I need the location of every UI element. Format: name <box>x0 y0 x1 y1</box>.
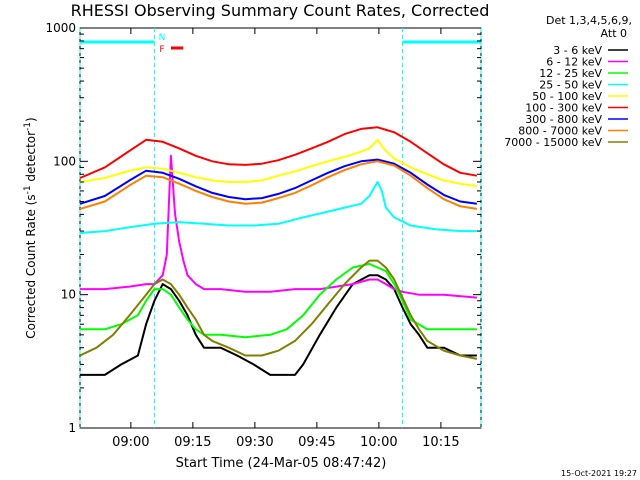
legend-label-50-100-kev: 50 - 100 keV <box>532 90 602 103</box>
series-line-300-800-kev <box>79 158 478 205</box>
legend-label-300-800-kev: 300 - 800 keV <box>525 113 602 126</box>
y-tick-label: 1 <box>68 421 76 435</box>
x-tick-label: 10:00 <box>360 435 397 450</box>
y-tick-label: 100 <box>53 154 76 168</box>
legend-header-line-1: Det 1,3,4,5,6,9, <box>546 14 632 27</box>
series-line-12-25-kev <box>80 262 477 339</box>
y-axis-label: Corrected Count Rate (s-1 detector-1) <box>23 117 38 338</box>
x-axis-label: Start Time (24-Mar-05 08:47:42) <box>176 456 387 471</box>
y-axis-label-main: Corrected Count Rate (s <box>24 194 38 338</box>
y-axis-label-mid: detector <box>24 131 38 186</box>
legend-header-line-2: Att 0 <box>601 27 627 40</box>
legend-label-12-25-kev: 12 - 25 keV <box>539 67 602 80</box>
chart-title: RHESSI Observing Summary Count Rates, Co… <box>71 1 490 20</box>
x-tick-label: 09:00 <box>112 435 149 450</box>
legend-label-6-12-kev: 6 - 12 keV <box>546 56 602 69</box>
legend-label-100-300-kev: 100 - 300 keV <box>525 102 602 115</box>
legend-label-3-6-kev: 3 - 6 keV <box>553 44 602 57</box>
series-layer <box>79 126 478 376</box>
series-line-3-6-kev <box>80 274 477 376</box>
night-boundary-lines <box>79 28 482 428</box>
x-tick-label: 09:45 <box>298 435 335 450</box>
legend-label-25-50-kev: 25 - 50 keV <box>539 79 602 92</box>
series-line-100-300-kev <box>79 126 478 179</box>
series-line-7000-15000-kev <box>79 259 478 360</box>
series-line-25-50-kev <box>79 181 477 234</box>
y-tick-label: 10 <box>61 288 76 302</box>
series-line-800-7000-kev <box>79 160 478 210</box>
y-axis-label-sup: -1 <box>23 185 33 194</box>
legend-label-800-7000-kev: 800 - 7000 keV <box>518 125 602 138</box>
y-axis-label-sup-2: -1 <box>23 122 33 131</box>
y-axis-label-end: ) <box>24 117 38 122</box>
flags-layer: NF <box>80 33 481 55</box>
y-tick-label: 1000 <box>45 21 76 35</box>
flag-label-f: F <box>159 45 164 55</box>
x-tick-label: 09:15 <box>174 435 211 450</box>
x-tick-label: 09:30 <box>236 435 273 450</box>
flag-label-n: N <box>159 33 166 43</box>
x-tick-label: 10:15 <box>422 435 459 450</box>
series-line-50-100-kev <box>79 138 478 188</box>
legend-label-7000-15000-kev: 7000 - 15000 keV <box>504 136 602 149</box>
axes-layer: 09:00 09:15 09:30 09:45 10:00 10:15 1 10 100 1000 <box>45 21 481 450</box>
footer-timestamp: 15-Oct-2021 19:27 <box>561 469 637 478</box>
series-line-6-12-kev <box>80 154 477 299</box>
